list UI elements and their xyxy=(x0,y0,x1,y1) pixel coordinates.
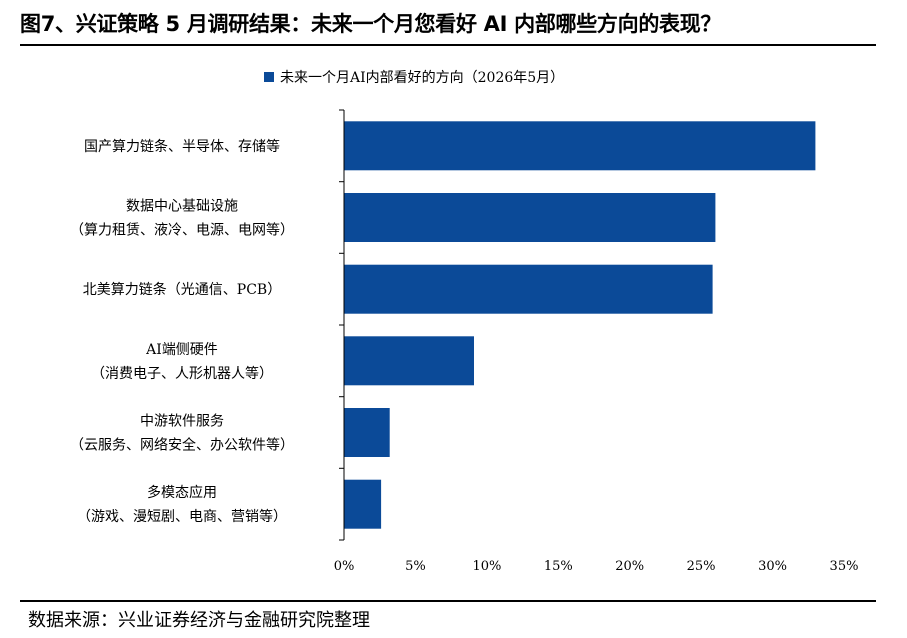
category-label-4-0: 中游软件服务 xyxy=(140,414,224,430)
x-tick-label-5: 25% xyxy=(687,559,716,574)
bar-chart: 未来一个月AI内部看好的方向（2026年5月） 国产算力链条、半导体、存储等数据… xyxy=(70,70,859,574)
x-tick-label-4: 20% xyxy=(615,559,644,574)
bar-5 xyxy=(344,479,382,529)
category-label-3-1: （消费电子、人形机器人等） xyxy=(91,365,273,382)
source-note: 数据来源：兴业证券经济与金融研究院整理 xyxy=(28,610,370,631)
category-label-3-0: AI端侧硬件 xyxy=(145,342,218,358)
bottom-rule xyxy=(20,600,876,602)
legend-label: 未来一个月AI内部看好的方向（2026年5月） xyxy=(280,70,564,86)
category-label-5-1: （游戏、漫短剧、电商、营销等） xyxy=(77,508,287,525)
top-rule xyxy=(20,44,876,46)
category-label-5-0: 多模态应用 xyxy=(147,484,217,501)
bar-4 xyxy=(344,408,390,457)
bar-3 xyxy=(344,336,474,386)
x-tick-label-0: 0% xyxy=(334,559,355,574)
x-tick-label-1: 5% xyxy=(405,559,426,574)
bar-1 xyxy=(344,193,716,242)
category-label-1-1: （算力租赁、液冷、电源、电网等） xyxy=(70,222,294,239)
chart-legend: 未来一个月AI内部看好的方向（2026年5月） xyxy=(264,70,564,86)
category-label-2-0: 北美算力链条（光通信、PCB） xyxy=(83,281,281,298)
category-label-0-0: 国产算力链条、半导体、存储等 xyxy=(84,138,280,155)
x-tick-label-7: 35% xyxy=(830,559,859,574)
x-tick-label-2: 10% xyxy=(472,559,501,574)
bar-2 xyxy=(344,264,713,314)
bar-0 xyxy=(344,121,816,171)
legend-swatch xyxy=(264,72,274,82)
figure-title: 图7、兴证策略 5 月调研结果：未来一个月您看好 AI 内部哪些方向的表现？ xyxy=(20,12,722,36)
x-tick-label-3: 15% xyxy=(544,559,573,574)
x-tick-label-6: 30% xyxy=(758,559,787,574)
category-label-1-0: 数据中心基础设施 xyxy=(126,198,238,215)
category-label-4-1: （云服务、网络安全、办公软件等） xyxy=(70,437,294,454)
